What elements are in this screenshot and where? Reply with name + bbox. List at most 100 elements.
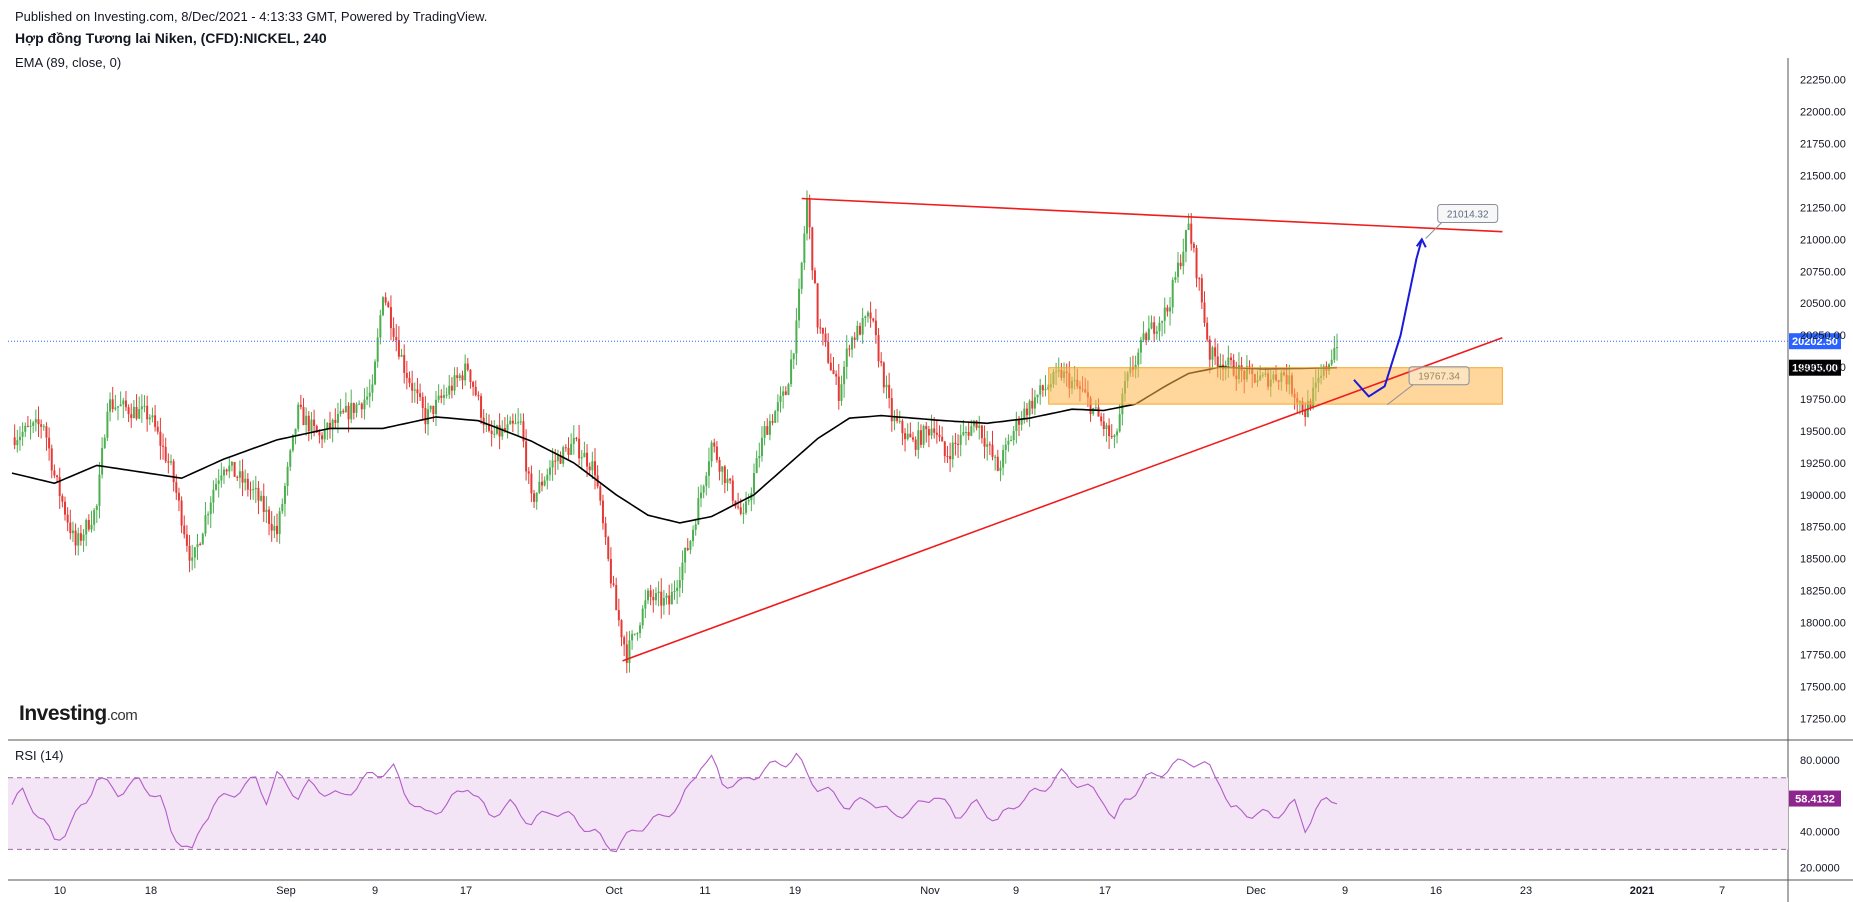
candle-body (132, 406, 135, 419)
time-tick-label: 18 (145, 885, 157, 897)
candle (583, 441, 586, 458)
candle (800, 261, 803, 294)
candle-body (819, 327, 822, 329)
candle-body (34, 419, 37, 423)
candle-body (305, 415, 308, 426)
candle-body (342, 410, 345, 413)
candle (692, 525, 695, 547)
candle-body (140, 406, 143, 410)
candle (694, 518, 697, 536)
candle (1113, 433, 1116, 449)
candle (241, 459, 244, 497)
candle-body (559, 455, 562, 464)
candle-body (450, 385, 453, 391)
candle (705, 471, 708, 496)
candle (1110, 424, 1113, 439)
candle-body (461, 375, 464, 381)
candle (318, 429, 321, 444)
candle (106, 403, 109, 442)
candle (103, 434, 106, 449)
candle (400, 348, 403, 358)
candle (885, 375, 888, 399)
candle-body (45, 426, 48, 438)
candle-body (130, 414, 133, 419)
candle (302, 398, 305, 426)
candle-body (456, 375, 459, 379)
rsi-indicator-label[interactable]: RSI (14) (15, 748, 64, 763)
ema-indicator-label[interactable]: EMA (89, close, 0) (15, 55, 122, 70)
candle-body (77, 533, 80, 546)
candle (636, 632, 639, 641)
candle-body (82, 534, 85, 541)
candle (217, 469, 220, 498)
candle (26, 415, 29, 428)
candle (779, 386, 782, 413)
candle (488, 414, 490, 433)
candle (289, 448, 292, 472)
candle (254, 476, 257, 504)
candle (1092, 407, 1095, 416)
candle-body (448, 385, 451, 395)
candle-body (501, 427, 504, 437)
support-trendline (622, 336, 1503, 662)
candle-body (1203, 302, 1206, 323)
candle (1208, 335, 1211, 374)
candle (880, 352, 883, 367)
candle (1184, 229, 1187, 263)
candle-body (201, 533, 204, 545)
candle-body (493, 433, 496, 435)
candle (156, 420, 159, 435)
candle (143, 395, 146, 413)
candle (980, 424, 983, 444)
candle (1211, 345, 1214, 369)
candle-body (869, 312, 872, 319)
candle-body (254, 487, 257, 490)
candle-body (776, 402, 779, 412)
price-tick-label: 19000.00 (1800, 490, 1846, 502)
candle-body (252, 489, 255, 491)
candle (260, 490, 263, 502)
candle (119, 391, 122, 407)
candle (975, 420, 978, 431)
candle-body (413, 389, 416, 391)
candle (615, 577, 618, 611)
callout-leader (1386, 384, 1414, 406)
candle-body (339, 410, 342, 415)
candle-body (1097, 407, 1100, 417)
candle (861, 307, 864, 344)
candle-body (143, 405, 146, 407)
candle-body (813, 270, 816, 284)
time-tick-label: 11 (699, 885, 710, 897)
candle (782, 385, 785, 409)
candle-body (1219, 364, 1222, 367)
candle (212, 480, 215, 514)
candle (718, 456, 721, 481)
candle-body (755, 458, 758, 474)
candle-body (625, 644, 628, 664)
candle-body (888, 384, 891, 399)
candle-body (946, 456, 949, 458)
candle (453, 367, 456, 396)
candle-body (18, 436, 21, 441)
candle (352, 402, 355, 420)
candle (1015, 411, 1018, 444)
candle (551, 448, 554, 481)
candle-body (665, 595, 668, 598)
candle (1116, 428, 1119, 444)
candle (132, 399, 135, 419)
candle (1230, 352, 1232, 366)
candle-body (392, 328, 395, 337)
candle-body (376, 337, 379, 362)
candle-body (554, 460, 557, 462)
candle-body (170, 461, 172, 463)
candle-body (901, 420, 904, 434)
candle (612, 575, 615, 587)
candle-body (1174, 277, 1177, 281)
candle-body (880, 361, 883, 363)
candle-body (323, 430, 326, 440)
candle (689, 539, 692, 555)
candle-body (1044, 388, 1047, 391)
candle-body (183, 525, 186, 535)
candle-body (1118, 414, 1121, 432)
